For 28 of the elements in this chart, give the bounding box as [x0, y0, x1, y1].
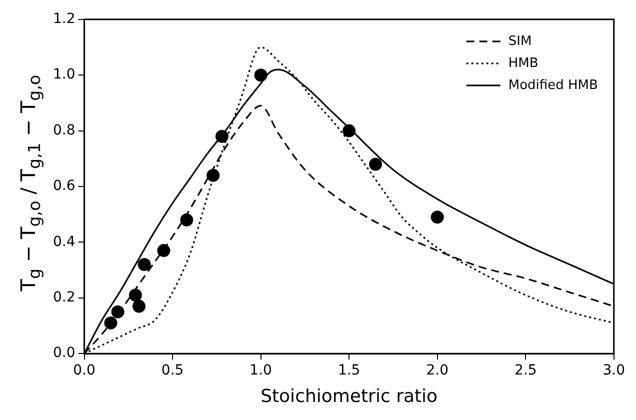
point	[254, 68, 268, 82]
y-tick-label: 0.2	[53, 290, 76, 306]
point	[157, 244, 170, 258]
legend-label: Modified HMB	[508, 78, 598, 93]
x-tick-label: 3.0	[602, 362, 625, 379]
y-tick-label: 0.8	[53, 122, 76, 138]
x-tick-label: 2.5	[514, 362, 537, 379]
x-tick-label: 2.0	[426, 362, 448, 379]
y-tick-label: 1.0	[53, 66, 76, 83]
point	[132, 300, 146, 313]
x-axis-title: Stoichiometric ratio	[260, 386, 438, 407]
point	[128, 288, 142, 302]
y-tick-label: 0.6	[53, 178, 76, 194]
point	[430, 210, 444, 224]
y-tick-label: 0.4	[53, 234, 76, 250]
point	[111, 305, 124, 318]
point	[104, 316, 118, 330]
point	[369, 158, 382, 171]
y-tick-label: 1.2	[53, 11, 76, 28]
point	[138, 258, 151, 271]
x-tick-label: 1.5	[338, 362, 360, 379]
point	[180, 213, 194, 226]
x-tick-label: 0.0	[73, 362, 96, 379]
legend-label: SIM	[508, 34, 532, 49]
x-tick-label: 0.5	[161, 362, 184, 379]
x-tick-label: 1.0	[250, 362, 272, 379]
y-tick-label: 0.0	[53, 345, 76, 362]
legend-label: HMB	[508, 56, 538, 71]
